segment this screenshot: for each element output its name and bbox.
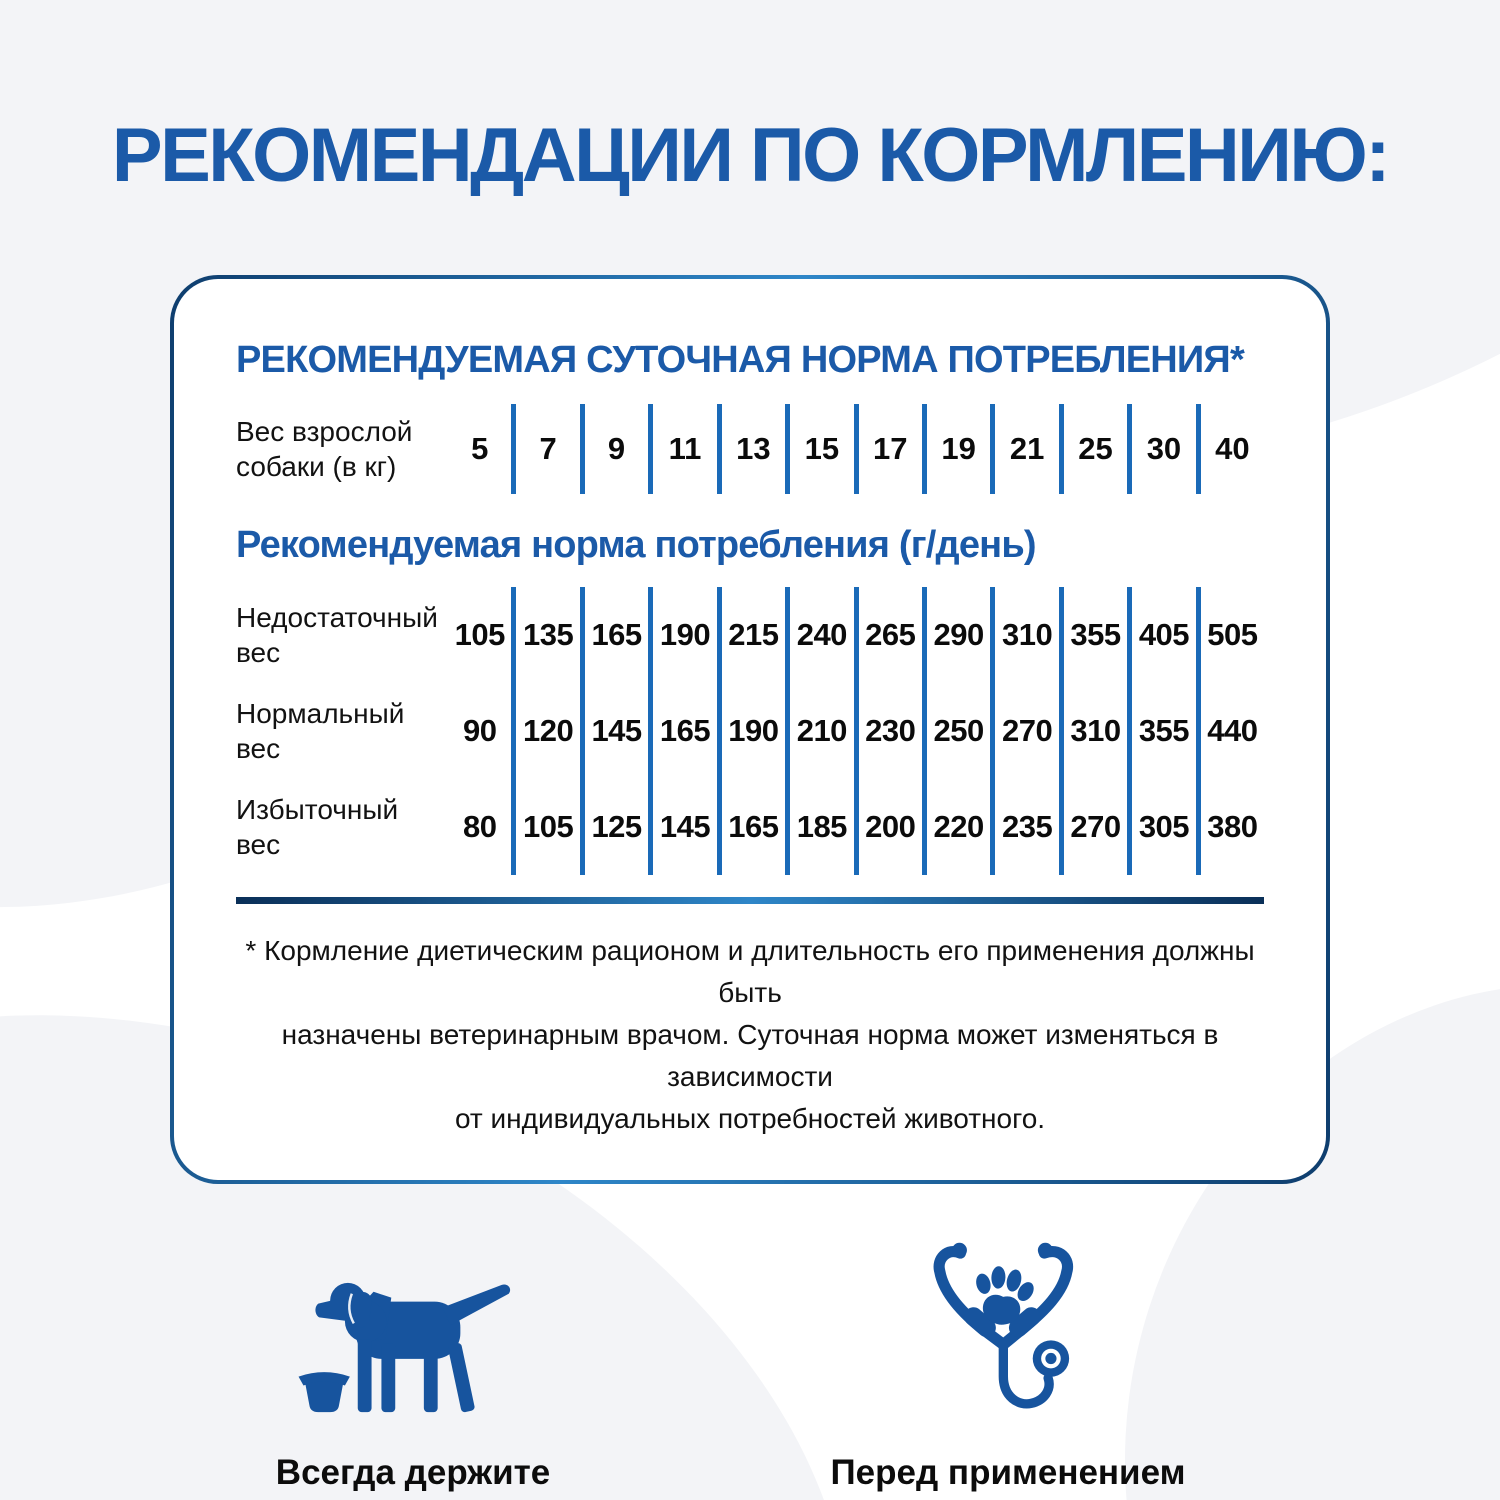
consumption-value-cell: 210: [796, 713, 848, 748]
page-title: РЕКОМЕНДАЦИИ ПО КОРМЛЕНИЮ:: [111, 113, 1391, 198]
consumption-row-label: Избыточный вес: [236, 794, 399, 860]
dog-with-bowl-icon: [294, 1242, 532, 1422]
footnote: * Кормление диетическим рационом и длите…: [245, 935, 1255, 1134]
weight-value-cell: 9: [579, 404, 648, 494]
consumption-column: 505 440 380: [1195, 587, 1264, 875]
consumption-column: 240 210 185: [785, 587, 853, 875]
weight-values: 5 7 9 11 13 15 17 19 21 25 30 40: [448, 404, 1264, 494]
consumption-value-cell: 80: [462, 809, 497, 844]
divider-rule: [236, 897, 1264, 904]
tips-section: Всегда держите свежую воду в миске вашег…: [170, 1242, 1330, 1500]
recommendations-card-inner: РЕКОМЕНДУЕМАЯ СУТОЧНАЯ НОРМА ПОТРЕБЛЕНИЯ…: [174, 279, 1326, 1180]
weight-value-cell: 21: [990, 404, 1058, 494]
consumption-value-cell: 310: [1001, 617, 1053, 652]
consumption-value-cell: 190: [728, 713, 779, 748]
consumption-column: 190 165 145: [648, 587, 716, 875]
consumption-value-cell: 240: [796, 617, 848, 652]
consumption-value-cell: 270: [1070, 809, 1121, 844]
consumption-value-cell: 355: [1138, 713, 1190, 748]
tip-fresh-water-text: Всегда держите свежую воду в миске вашег…: [275, 1453, 551, 1492]
tip-vet-consult: Перед применением необходимо проконсульт…: [738, 1242, 1278, 1500]
consumption-value-cell: 165: [591, 617, 642, 652]
consumption-value-cell: 440: [1207, 713, 1258, 748]
consumption-value-cell: 355: [1070, 617, 1121, 652]
consumption-value-cell: 90: [462, 713, 497, 748]
consumption-value-cell: 145: [591, 713, 642, 748]
consumption-value-cell: 145: [659, 809, 711, 844]
consumption-column: 105 90 80: [448, 587, 511, 875]
tip-fresh-water: Всегда держите свежую воду в миске вашег…: [228, 1242, 598, 1500]
consumption-row-label: Нормальный вес: [236, 698, 405, 764]
consumption-value-cell: 290: [933, 617, 985, 652]
weight-row: Вес взрослой собаки (в кг) 5 7 9 11 13 15 17 19…: [236, 404, 1264, 494]
consumption-column: 355 310 270: [1058, 587, 1127, 875]
consumption-column: 265 230 200: [853, 587, 922, 875]
consumption-labels: Недостаточный вес Нормальный вес Избыточ…: [236, 587, 448, 875]
consumption-column: 310 270 235: [990, 587, 1058, 875]
weight-value-cell: 25: [1058, 404, 1127, 494]
consumption-table: Недостаточный вес Нормальный вес Избыточ…: [236, 587, 1264, 875]
consumption-column: 165 145 125: [579, 587, 648, 875]
weight-row-label: Вес взрослой собаки (в кг): [236, 416, 413, 482]
consumption-value-cell: 105: [454, 617, 506, 652]
consumption-value-cell: 200: [865, 809, 916, 844]
consumption-heading: Рекомендуемая норма потребления (г/день): [236, 524, 1037, 566]
consumption-value-cell: 135: [523, 617, 574, 652]
consumption-value-cell: 305: [1138, 809, 1190, 844]
consumption-value-cell: 120: [523, 713, 574, 748]
recommendations-card: РЕКОМЕНДУЕМАЯ СУТОЧНАЯ НОРМА ПОТРЕБЛЕНИЯ…: [170, 275, 1330, 1184]
consumption-value-cell: 215: [728, 617, 779, 652]
consumption-value-cell: 270: [1001, 713, 1053, 748]
consumption-value-cell: 125: [591, 809, 642, 844]
consumption-value-cell: 230: [865, 713, 916, 748]
weight-value-cell: 40: [1195, 404, 1264, 494]
weight-value-cell: 17: [853, 404, 922, 494]
consumption-value-cell: 185: [796, 809, 848, 844]
consumption-column: 290 250 220: [921, 587, 990, 875]
weight-value-cell: 5: [471, 431, 489, 466]
consumption-value-cell: 265: [865, 617, 916, 652]
weight-value-cell: 13: [716, 404, 785, 494]
weight-value-cell: 7: [511, 404, 579, 494]
consumption-column: 405 355 305: [1127, 587, 1195, 875]
consumption-value-cell: 310: [1070, 713, 1121, 748]
tip-vet-consult-text: Перед применением необходимо проконсульт…: [830, 1453, 1186, 1492]
consumption-values: 105 90 80 135 120 105 165 145 125 190 165 145 215 190…: [448, 587, 1264, 875]
consumption-value-cell: 190: [659, 617, 711, 652]
weight-value-cell: 19: [921, 404, 990, 494]
consumption-value-cell: 165: [659, 713, 711, 748]
stethoscope-paw-icon: [927, 1242, 1089, 1422]
weight-value-cell: 30: [1127, 404, 1195, 494]
consumption-column: 215 190 165: [716, 587, 785, 875]
consumption-value-cell: 505: [1207, 617, 1258, 652]
consumption-value-cell: 105: [523, 809, 574, 844]
consumption-value-cell: 165: [728, 809, 779, 844]
consumption-value-cell: 250: [933, 713, 985, 748]
consumption-row-label: Недостаточный вес: [236, 602, 438, 668]
consumption-value-cell: 405: [1138, 617, 1190, 652]
consumption-value-cell: 380: [1207, 809, 1258, 844]
weight-value-cell: 15: [785, 404, 853, 494]
daily-intake-heading: РЕКОМЕНДУЕМАЯ СУТОЧНАЯ НОРМА ПОТРЕБЛЕНИЯ…: [236, 339, 1245, 381]
weight-value-cell: 11: [648, 404, 716, 494]
consumption-value-cell: 220: [933, 809, 985, 844]
consumption-column: 135 120 105: [511, 587, 579, 875]
consumption-value-cell: 235: [1001, 809, 1053, 844]
